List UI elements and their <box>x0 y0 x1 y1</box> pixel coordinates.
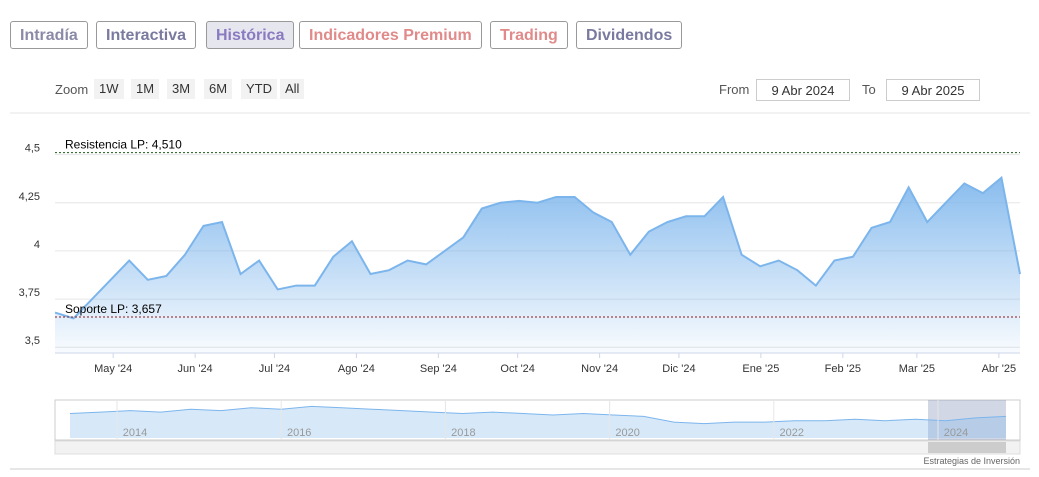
x-tick-label: May '24 <box>94 363 132 375</box>
x-tick-label: Jun '24 <box>178 363 213 375</box>
scrollbar-thumb[interactable] <box>928 442 1006 453</box>
from-label: From <box>719 82 750 97</box>
to-input[interactable]: 9 Abr 2025 <box>886 79 980 101</box>
area <box>55 177 1020 353</box>
navigator-tick-label: 2018 <box>451 427 475 439</box>
y-tick-label: 4 <box>34 239 40 251</box>
x-tick-label: Oct '24 <box>500 363 535 375</box>
x-tick-label: Jul '24 <box>259 363 290 375</box>
x-tick-label: Nov '24 <box>581 363 618 375</box>
from-input[interactable]: 9 Abr 2024 <box>756 79 850 101</box>
tab[interactable]: Histórica <box>206 21 295 49</box>
zoom-button[interactable]: 3M <box>167 79 196 99</box>
navigator-line <box>69 405 1007 425</box>
tab[interactable]: Interactiva <box>96 21 197 49</box>
annotation-label: Resistencia LP: 4,510 <box>65 138 182 152</box>
x-tick-label: Sep '24 <box>420 363 457 375</box>
navigator-tick-label: 2016 <box>287 427 311 439</box>
x-tick-label: Feb '25 <box>825 363 861 375</box>
annotation-label: Soporte LP: 3,657 <box>65 302 162 316</box>
tab[interactable]: Trading <box>490 21 568 49</box>
credit: Estrategias de Inversión <box>923 456 1020 466</box>
navigator-tick-label: 2020 <box>615 427 639 439</box>
navigator-tick-label: 2022 <box>780 427 804 439</box>
navigator-frame <box>54 399 1021 441</box>
y-tick-label: 3,5 <box>25 335 40 347</box>
tab[interactable]: Intradía <box>10 21 88 49</box>
x-tick-label: Mar '25 <box>899 363 935 375</box>
x-tick-label: Dic '24 <box>662 363 695 375</box>
x-tick-label: Ago '24 <box>338 363 375 375</box>
zoom-button[interactable]: All <box>280 79 305 99</box>
x-tick-label: Abr '25 <box>982 363 1017 375</box>
zoom-button[interactable]: 6M <box>204 79 233 99</box>
navigator-tick-label: 2024 <box>944 427 968 439</box>
scrollbar[interactable] <box>54 440 1021 455</box>
line <box>54 175 1021 320</box>
to-label: To <box>862 82 876 97</box>
x-tick-label: Ene '25 <box>742 363 779 375</box>
zoom-label: Zoom <box>55 82 89 97</box>
navigator-area <box>70 406 1006 438</box>
y-tick-label: 4,25 <box>19 191 40 203</box>
tab[interactable]: Indicadores Premium <box>299 21 482 49</box>
zoom-button[interactable]: 1M <box>131 79 160 99</box>
y-tick-label: 4,5 <box>25 143 40 155</box>
zoom-button[interactable]: YTD <box>241 79 277 99</box>
tab[interactable]: Dividendos <box>576 21 683 49</box>
y-tick-label: 3,75 <box>19 287 40 299</box>
zoom-button[interactable]: 1W <box>94 79 124 99</box>
navigator-tick-label: 2014 <box>123 427 147 439</box>
